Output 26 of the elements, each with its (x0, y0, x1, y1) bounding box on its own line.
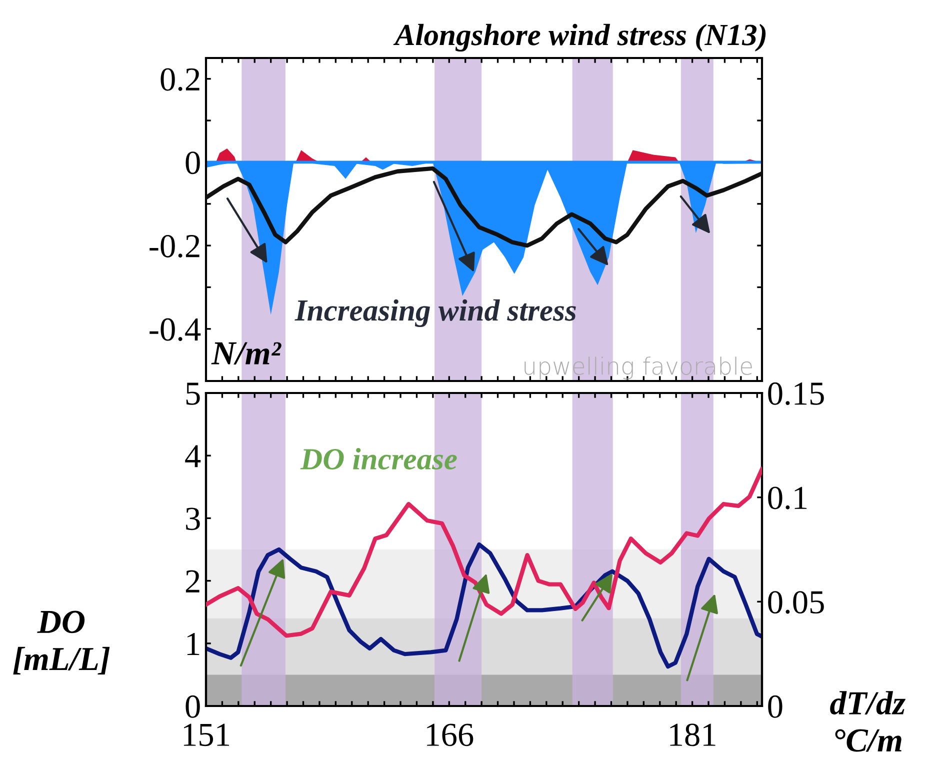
y-tick-label: 0 (186, 695, 200, 718)
y-tick-label: 0 (186, 152, 200, 174)
y2-tick-label: 0.15 (768, 382, 824, 406)
y-tick-label: 5 (186, 382, 200, 405)
y-tick-label: 4 (185, 445, 201, 468)
y-tick-label: -0.4 (150, 318, 201, 341)
annotation: upwelling favorable (524, 356, 752, 380)
y2-tick-label: 0 (768, 695, 782, 718)
chart-title: Alongshore wind stress (N13) (393, 24, 766, 52)
annotation: Increasing wind stress (294, 299, 576, 328)
x-tick-label: 151 (184, 724, 229, 746)
x-tick-label: 181 (670, 724, 716, 746)
y-tick-label: 0.2 (160, 68, 200, 91)
y2-tick-label: 0.1 (768, 486, 807, 510)
line-series (206, 166, 762, 248)
y2-tick-label: 0.05 (768, 591, 824, 614)
y-axis-title: DO [mL/L] (13, 610, 110, 674)
y-axis-title: N/m² (211, 342, 282, 365)
y-tick-label: 1 (187, 632, 200, 655)
line-series (206, 542, 762, 669)
y-tick-label: -0.2 (150, 234, 200, 258)
x-tick-label: 166 (427, 724, 474, 746)
annotation: DO increase (300, 448, 457, 470)
y-tick-label: 3 (186, 508, 200, 530)
y-tick-label: 2 (186, 570, 200, 592)
y2-axis-title: dT/dz °C/m (830, 691, 906, 752)
